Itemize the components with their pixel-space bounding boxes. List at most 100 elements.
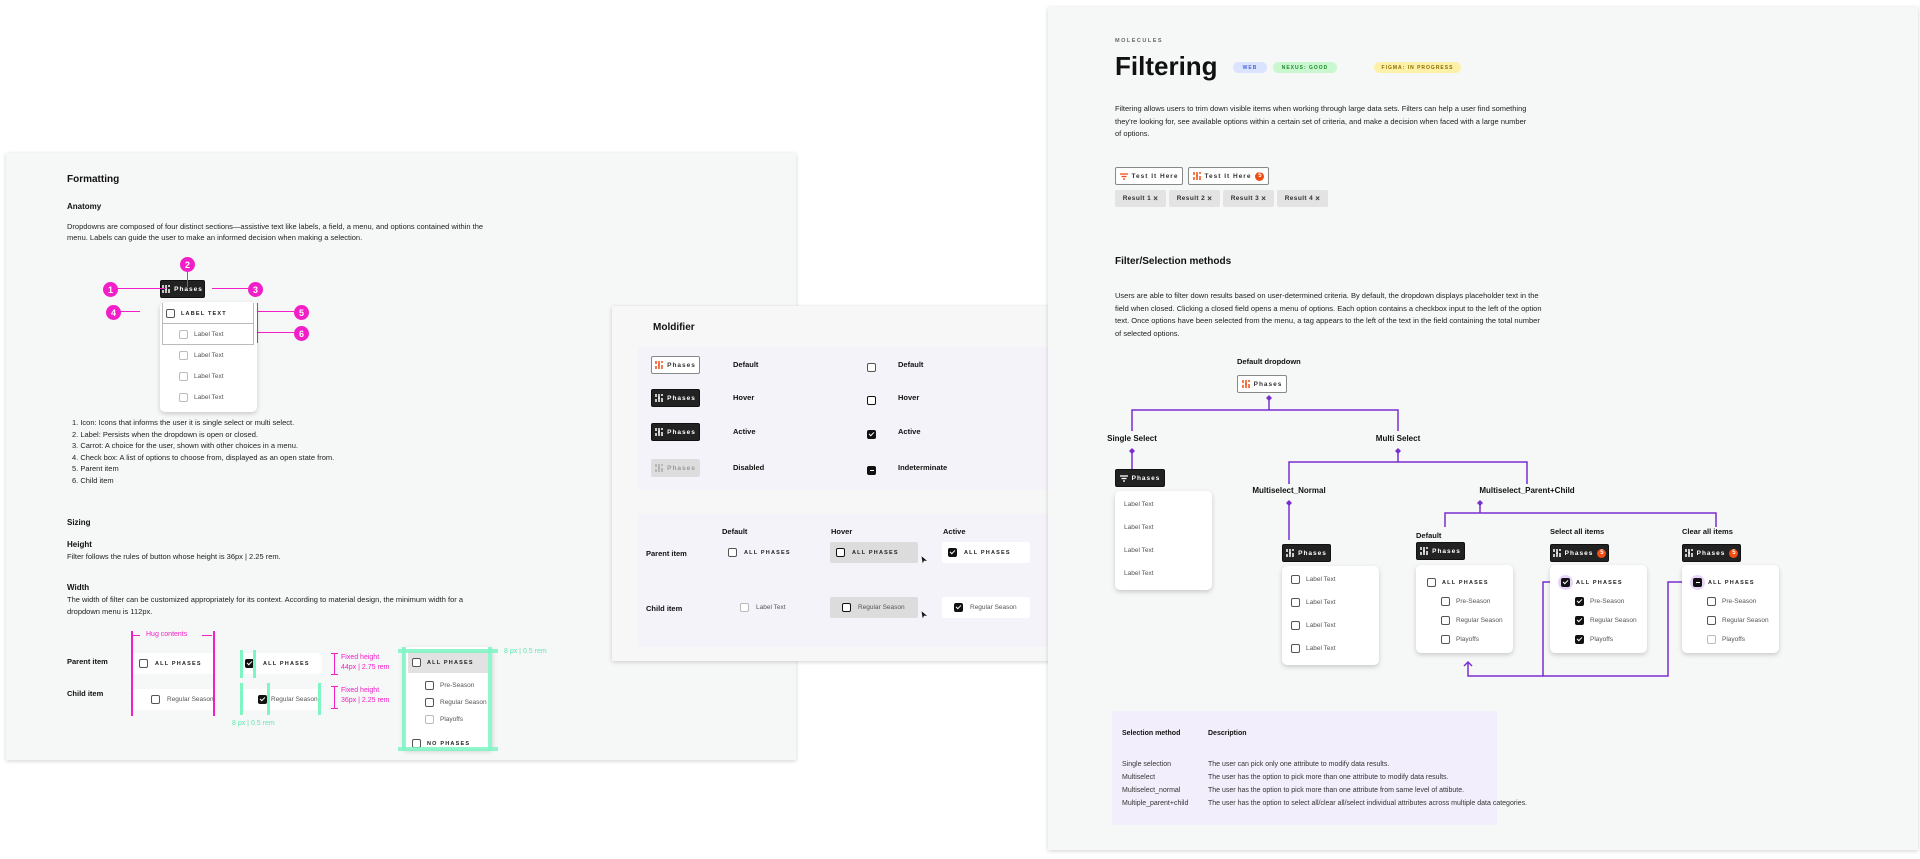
phases-dropdown-button[interactable]: Phases bbox=[160, 280, 205, 298]
checkbox[interactable] bbox=[1291, 644, 1300, 653]
phases-button-active[interactable]: Phases bbox=[651, 423, 700, 441]
parent-child-button-default[interactable]: Phases bbox=[1416, 542, 1465, 560]
multiselect-normal-button[interactable]: Phases bbox=[1282, 544, 1331, 562]
parent-child-button-select-all[interactable]: Phases 5 bbox=[1550, 544, 1609, 562]
child-option[interactable]: Regular Season bbox=[1575, 616, 1637, 625]
checkbox[interactable] bbox=[1707, 616, 1716, 625]
result-chip[interactable]: Result 4 × bbox=[1277, 190, 1328, 207]
child-option[interactable]: Pre-Season bbox=[425, 681, 474, 690]
child-item-default[interactable]: Label Text bbox=[722, 597, 810, 618]
checkbox[interactable] bbox=[728, 548, 737, 557]
checkbox[interactable] bbox=[179, 372, 188, 381]
checkbox[interactable] bbox=[1427, 578, 1436, 587]
checkbox[interactable] bbox=[1575, 616, 1584, 625]
checkbox[interactable] bbox=[166, 309, 175, 318]
result-chip[interactable]: Result 2 × bbox=[1169, 190, 1220, 207]
test-it-here-button[interactable]: Test It Here 5 bbox=[1188, 167, 1269, 185]
parent-item-default[interactable]: ALL PHASES bbox=[722, 542, 810, 563]
parent-option[interactable]: ALL PHASES bbox=[412, 658, 474, 667]
child-option[interactable]: Regular Season bbox=[425, 698, 487, 707]
child-option[interactable]: Label Text bbox=[179, 372, 224, 381]
menu-item[interactable]: Label Text bbox=[1124, 524, 1154, 531]
checkbox[interactable] bbox=[954, 603, 963, 612]
checkbox[interactable] bbox=[258, 695, 267, 704]
checkbox[interactable] bbox=[1693, 578, 1702, 587]
phases-button-default[interactable]: Phases bbox=[651, 356, 700, 374]
checkbox-default[interactable] bbox=[867, 359, 876, 377]
result-chip[interactable]: Result 1 × bbox=[1115, 190, 1166, 207]
checkbox[interactable] bbox=[867, 466, 876, 475]
parent-option[interactable]: LABEL TEXT bbox=[166, 309, 227, 318]
close-icon[interactable]: × bbox=[1207, 194, 1213, 203]
checkbox[interactable] bbox=[1441, 597, 1450, 606]
child-option[interactable]: Playoffs bbox=[1707, 635, 1745, 644]
child-option[interactable]: Pre-Season bbox=[1441, 597, 1490, 606]
checkbox[interactable] bbox=[867, 396, 876, 405]
child-option[interactable]: Label Text bbox=[1291, 644, 1336, 653]
child-option[interactable]: Playoffs bbox=[1441, 635, 1479, 644]
checkbox[interactable] bbox=[412, 658, 421, 667]
menu-item[interactable]: Label Text bbox=[1124, 501, 1154, 508]
checkbox[interactable] bbox=[1441, 616, 1450, 625]
test-it-here-button[interactable]: Test It Here bbox=[1115, 167, 1183, 185]
checkbox[interactable] bbox=[867, 363, 876, 372]
child-option[interactable]: Pre-Season bbox=[1575, 597, 1624, 606]
parent-item-hover[interactable]: ALL PHASES bbox=[830, 542, 918, 563]
checkbox[interactable] bbox=[842, 603, 851, 612]
checkbox[interactable] bbox=[1291, 621, 1300, 630]
checkbox[interactable] bbox=[1561, 578, 1570, 587]
child-option[interactable]: Playoffs bbox=[425, 715, 463, 724]
close-icon[interactable]: × bbox=[1261, 194, 1267, 203]
child-option[interactable]: Playoffs bbox=[1575, 635, 1613, 644]
single-select-button[interactable]: Phases bbox=[1115, 469, 1165, 487]
child-option[interactable]: Pre-Season bbox=[1707, 597, 1756, 606]
default-dropdown-button[interactable]: Phases bbox=[1237, 375, 1287, 393]
checkbox[interactable] bbox=[151, 695, 160, 704]
checkbox[interactable] bbox=[425, 681, 434, 690]
checkbox[interactable] bbox=[179, 330, 188, 339]
parent-item-sample[interactable]: ALL PHASES bbox=[133, 653, 213, 674]
child-item-sample[interactable]: Regular Season bbox=[133, 689, 214, 710]
child-option[interactable]: Label Text bbox=[1291, 598, 1336, 607]
checkbox[interactable] bbox=[425, 698, 434, 707]
checkbox[interactable] bbox=[1575, 635, 1584, 644]
child-option[interactable]: Regular Season bbox=[1441, 616, 1503, 625]
checkbox-hover[interactable] bbox=[867, 392, 876, 410]
parent-option[interactable]: ALL PHASES bbox=[1693, 578, 1755, 587]
checkbox[interactable] bbox=[1575, 597, 1584, 606]
checkbox[interactable] bbox=[1291, 598, 1300, 607]
child-option[interactable]: Label Text bbox=[179, 393, 224, 402]
child-option[interactable]: Regular Season bbox=[1707, 616, 1769, 625]
child-option[interactable]: Label Text bbox=[1291, 621, 1336, 630]
checkbox-indeterminate[interactable] bbox=[867, 462, 876, 480]
parent-item-sample-checked[interactable]: ALL PHASES bbox=[240, 653, 322, 674]
close-icon[interactable]: × bbox=[1153, 194, 1159, 203]
child-item-hover[interactable]: Regular Season bbox=[830, 597, 918, 618]
parent-option[interactable]: ALL PHASES bbox=[1561, 578, 1623, 587]
checkbox[interactable] bbox=[836, 548, 845, 557]
checkbox-checked[interactable] bbox=[867, 426, 876, 444]
menu-item[interactable]: Label Text bbox=[1124, 547, 1154, 554]
checkbox[interactable] bbox=[139, 659, 148, 668]
parent-child-button-clear-all[interactable]: Phases 5 bbox=[1682, 544, 1741, 562]
checkbox[interactable] bbox=[948, 548, 957, 557]
checkbox[interactable] bbox=[179, 393, 188, 402]
child-item-active[interactable]: Regular Season bbox=[942, 597, 1030, 618]
close-icon[interactable]: × bbox=[1315, 194, 1321, 203]
checkbox[interactable] bbox=[1707, 597, 1716, 606]
checkbox[interactable] bbox=[1441, 635, 1450, 644]
checkbox[interactable] bbox=[179, 351, 188, 360]
checkbox[interactable] bbox=[867, 430, 876, 439]
child-option[interactable]: Label Text bbox=[179, 351, 224, 360]
menu-item[interactable]: Label Text bbox=[1124, 570, 1154, 577]
parent-item-active[interactable]: ALL PHASES bbox=[942, 542, 1030, 563]
checkbox[interactable] bbox=[740, 603, 749, 612]
checkbox[interactable] bbox=[425, 715, 434, 724]
parent-option[interactable]: ALL PHASES bbox=[1427, 578, 1489, 587]
child-item-sample-checked[interactable]: Regular Season bbox=[240, 689, 320, 710]
child-option[interactable]: Label Text bbox=[179, 330, 224, 339]
child-option[interactable]: Label Text bbox=[1291, 575, 1336, 584]
phases-button-hover[interactable]: Phases bbox=[651, 389, 700, 407]
checkbox[interactable] bbox=[1291, 575, 1300, 584]
checkbox[interactable] bbox=[1707, 635, 1716, 644]
